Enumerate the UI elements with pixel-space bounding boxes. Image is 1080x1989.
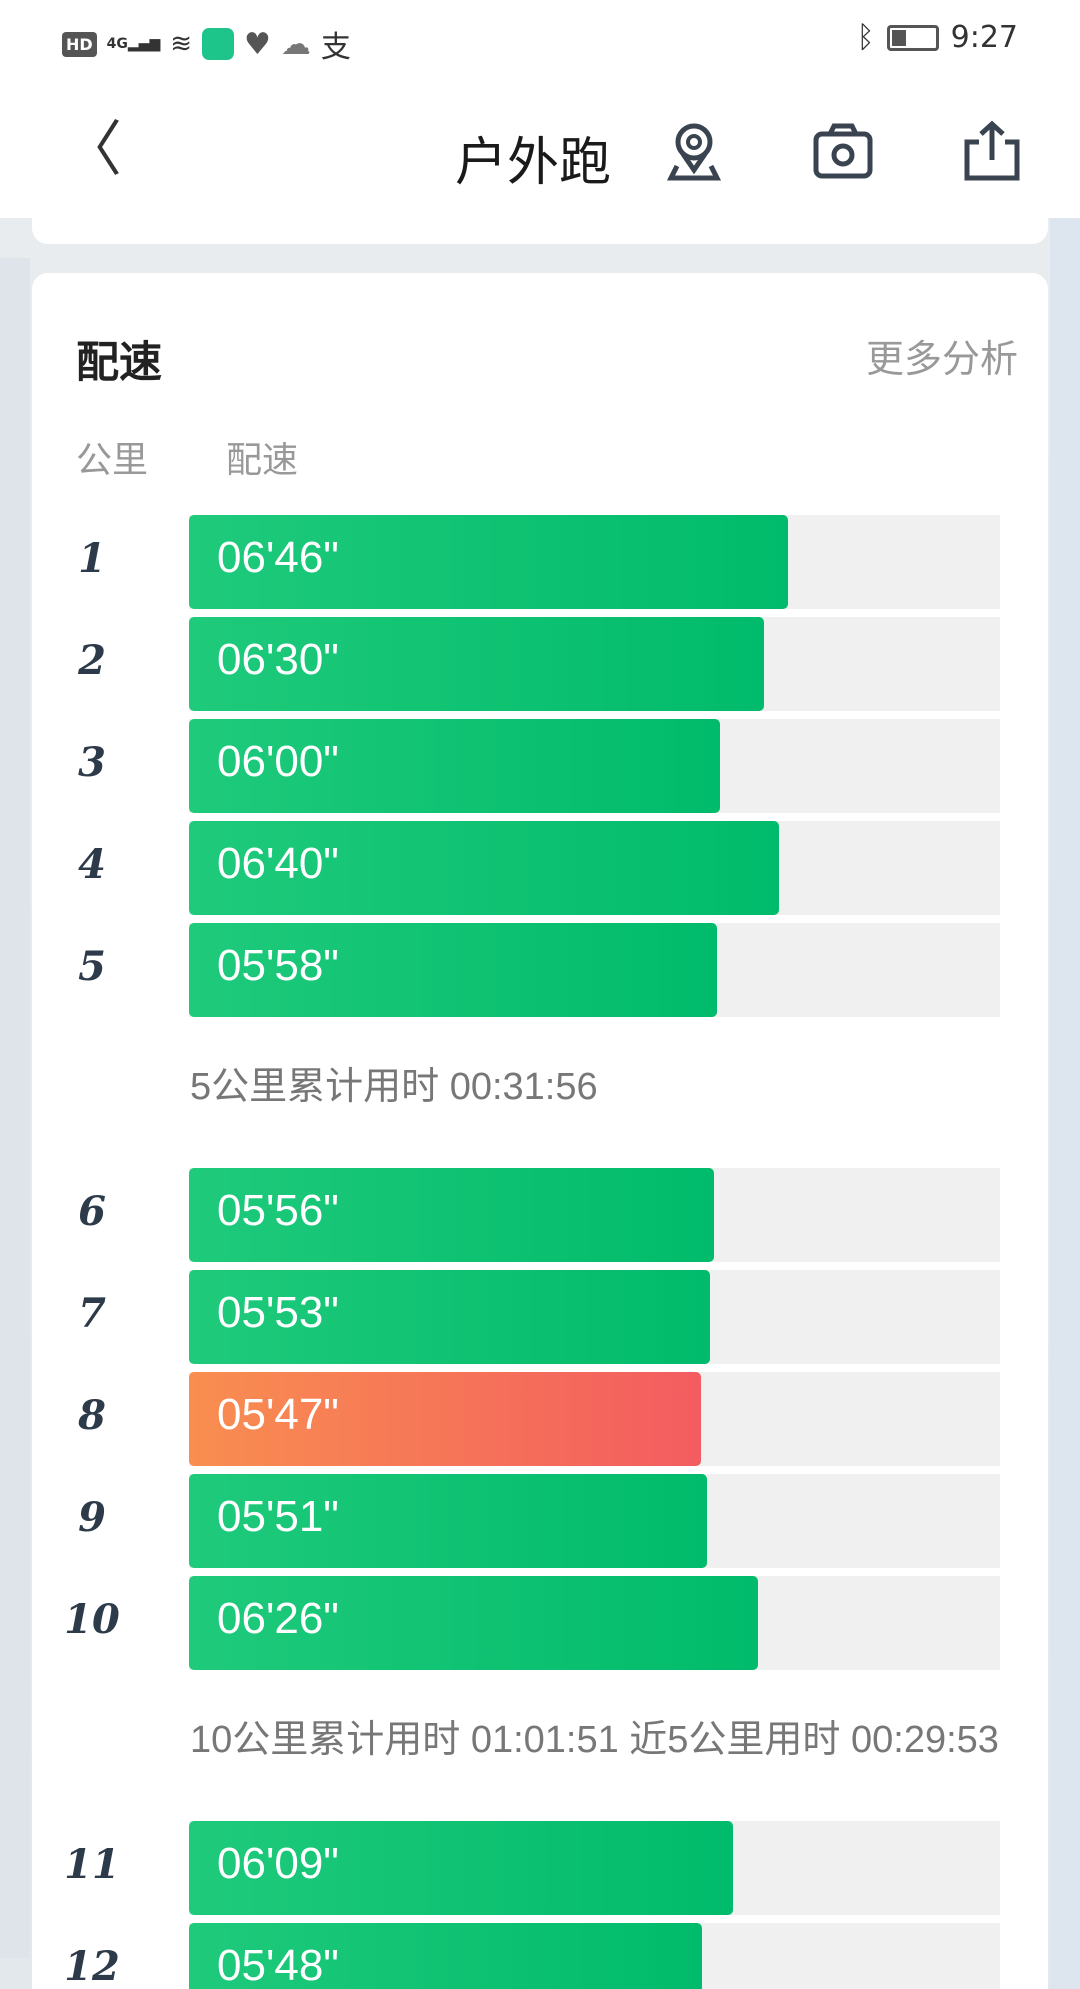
pace-bar (189, 1168, 714, 1262)
km-number: 4 (78, 841, 106, 888)
back-icon[interactable]: 〈 (62, 115, 122, 185)
pace-bar (189, 1576, 759, 1670)
pace-value: 05'56" (217, 1186, 339, 1235)
camera-icon[interactable] (812, 120, 874, 182)
pace-row: 10 06'26" (32, 1576, 1048, 1670)
km-number: 6 (78, 1188, 106, 1235)
bluetooth-icon: ᛒ (856, 20, 875, 55)
cumulative-time-summary: 10公里累计用时 01:01:51 近5公里用时 00:29:53 (190, 1719, 999, 1761)
km-number: 12 (64, 1943, 120, 1989)
km-number: 9 (78, 1494, 106, 1541)
pace-row: 6 05'56" (32, 1168, 1048, 1262)
pace-value: 06'26" (217, 1594, 339, 1643)
km-number: 10 (64, 1596, 120, 1643)
pace-row: 11 06'09" (32, 1821, 1048, 1915)
app-icon (202, 28, 235, 60)
km-number: 2 (78, 637, 106, 684)
status-time: 9:27 (950, 20, 1018, 55)
pace-value: 05'47" (217, 1390, 339, 1439)
fastest-pace-bar (189, 1372, 701, 1466)
pace-value: 06'00" (217, 737, 339, 786)
pace-bar (189, 719, 720, 813)
pace-value: 05'48" (217, 1941, 339, 1989)
pace-value: 05'53" (217, 1288, 339, 1337)
km-number: 1 (78, 535, 106, 582)
pace-bar (189, 1923, 703, 1989)
signal-icon: 4G▂▄▆ (106, 36, 161, 52)
pace-bar (189, 1474, 707, 1568)
pace-value: 06'09" (217, 1839, 339, 1888)
heart-icon: ♥ (244, 26, 271, 62)
pace-row: 3 06'00" (32, 719, 1048, 813)
pace-title: 配速 (76, 338, 162, 388)
previous-card (32, 218, 1048, 244)
column-pace: 配速 (226, 440, 299, 481)
pace-bar (189, 515, 788, 609)
km-number: 3 (78, 739, 106, 786)
km-number: 8 (78, 1392, 106, 1439)
column-km: 公里 (76, 440, 149, 481)
pace-row: 1 06'46" (32, 515, 1048, 609)
pace-row: 7 05'53" (32, 1270, 1048, 1364)
top-bar: 〈 户外跑 (0, 80, 1080, 218)
more-analysis-link[interactable]: 更多分析 (865, 337, 1018, 381)
pace-row: 12 05'48" (32, 1923, 1048, 1989)
share-icon[interactable] (961, 120, 1023, 182)
pace-bar (189, 1821, 734, 1915)
pace-bar (189, 1270, 710, 1364)
page-title: 户外跑 (455, 133, 612, 193)
pace-row: 8 05'47" (32, 1372, 1048, 1466)
pace-row: 5 05'58" (32, 923, 1048, 1017)
km-number: 11 (64, 1841, 120, 1888)
map-pin-icon[interactable] (663, 120, 725, 182)
km-number: 7 (78, 1290, 106, 1337)
pace-value: 06'46" (217, 533, 339, 582)
wifi-icon: ≋ (170, 29, 193, 59)
pace-bar (189, 821, 779, 915)
pace-value: 05'51" (217, 1492, 339, 1541)
alipay-icon: 支 (320, 30, 351, 65)
pace-value: 06'40" (217, 839, 339, 888)
battery-icon (886, 24, 939, 51)
pace-row: 2 06'30" (32, 617, 1048, 711)
pace-bar (189, 617, 765, 711)
hd-icon: HD (62, 31, 97, 57)
pace-row: 4 06'40" (32, 821, 1048, 915)
cumulative-time-summary: 5公里累计用时 00:31:56 (190, 1066, 598, 1108)
pace-card: 配速 更多分析 公里 配速 1 06'46" 2 06'30" 3 06'00" 4 … (32, 273, 1048, 1989)
pace-value: 05'58" (217, 941, 339, 990)
cloud-icon: ☁ (280, 26, 311, 62)
pace-row: 9 05'51" (32, 1474, 1048, 1568)
pace-bar (189, 923, 717, 1017)
km-number: 5 (78, 943, 106, 990)
pace-value: 06'30" (217, 635, 339, 684)
status-bar: HD 4G▂▄▆ ≋ ♥ ☁ 支 ᛒ 9:27 (0, 0, 1080, 80)
